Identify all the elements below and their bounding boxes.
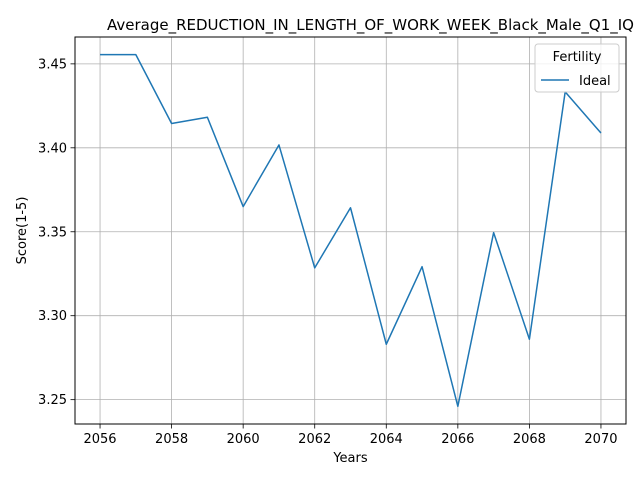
plot-frame — [74, 36, 627, 425]
y-axis-label: Score(1-5) — [15, 197, 30, 265]
x-tick-label: 2056 — [83, 432, 116, 447]
y-tick-label: 3.25 — [38, 393, 67, 408]
x-tick-label: 2068 — [513, 432, 546, 447]
x-tick-label: 2066 — [441, 432, 474, 447]
y-tick-label: 3.30 — [38, 309, 67, 324]
legend-label-ideal: Ideal — [579, 74, 611, 89]
x-tick-label: 2070 — [584, 432, 617, 447]
x-tick-label: 2062 — [298, 432, 331, 447]
y-axis: 3.25 3.30 3.35 3.40 3.45 — [38, 57, 75, 408]
series-layer — [100, 53, 602, 408]
series-line-ideal — [100, 53, 602, 408]
y-tick-label: 3.40 — [38, 141, 67, 156]
x-tick-label: 2060 — [227, 432, 260, 447]
legend-title: Fertility — [553, 50, 602, 65]
y-tick-label: 3.45 — [38, 57, 67, 72]
x-axis: 2056 2058 2060 2062 2064 2066 2068 2070 — [83, 424, 618, 447]
y-tick-label: 3.35 — [38, 225, 67, 240]
grid-lines — [75, 37, 626, 424]
x-tick-label: 2058 — [155, 432, 188, 447]
legend: Fertility Ideal — [534, 43, 620, 93]
chart-title: Average_REDUCTION_IN_LENGTH_OF_WORK_WEEK… — [107, 16, 634, 35]
x-tick-label: 2064 — [370, 432, 403, 447]
x-axis-label: Years — [332, 451, 368, 466]
